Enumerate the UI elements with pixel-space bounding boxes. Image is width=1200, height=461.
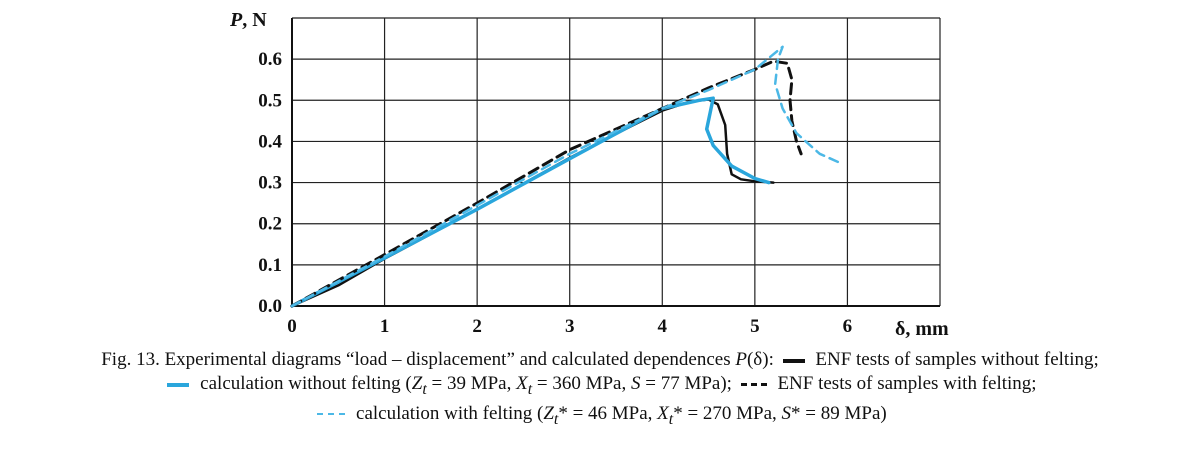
axes bbox=[291, 18, 940, 307]
legend-swatch-calc-without-felting bbox=[167, 382, 190, 387]
legend-swatch-enf-without-felting bbox=[782, 358, 805, 363]
series-line-2 bbox=[290, 96, 771, 308]
x-tick-label: 2 bbox=[472, 316, 482, 337]
y-tick-label: 0.1 bbox=[258, 255, 282, 276]
caption-line-1: Fig. 13. Experimental diagrams “load – d… bbox=[101, 349, 1099, 370]
series-line-1 bbox=[290, 98, 775, 308]
load-displacement-chart: 0 1 2 3 4 5 6 0.0 0.1 0.2 0.3 0.4 0.5 0.6 P, N δ, mm bbox=[229, 9, 949, 340]
x-tick-label: 0 bbox=[287, 316, 297, 337]
x-tick-label: 6 bbox=[843, 316, 853, 337]
caption-line-3: calculation with felting (Zt* = 46 MPa, … bbox=[0, 402, 1200, 432]
caption-line-2: calculation without felting (Zt = 39 MPa… bbox=[0, 372, 1200, 402]
x-tick-label: 1 bbox=[380, 316, 390, 337]
y-tick-label: 0.3 bbox=[258, 173, 282, 194]
y-tick-label: 0.4 bbox=[258, 131, 282, 152]
series-line-3 bbox=[290, 59, 803, 308]
x-tick-label: 3 bbox=[565, 316, 575, 337]
x-tick-label: 4 bbox=[658, 316, 668, 337]
y-tick-label: 0.5 bbox=[258, 90, 282, 111]
grid bbox=[292, 17, 941, 306]
series-lines bbox=[290, 45, 845, 308]
y-axis-label: P, N bbox=[229, 9, 267, 31]
x-axis-label: δ, mm bbox=[895, 318, 949, 340]
legend-swatch-calc-with-felting bbox=[317, 413, 346, 416]
y-tick-label: 0.0 bbox=[258, 296, 282, 317]
y-tick-label: 0.6 bbox=[258, 49, 282, 70]
figure-caption: Fig. 13. Experimental diagrams “load – d… bbox=[0, 348, 1200, 432]
tick-labels: 0 1 2 3 4 5 6 0.0 0.1 0.2 0.3 0.4 0.5 0.6 bbox=[258, 49, 852, 337]
legend-swatch-enf-with-felting bbox=[740, 383, 767, 387]
series-line-4 bbox=[290, 45, 845, 308]
y-tick-label: 0.2 bbox=[258, 214, 282, 235]
x-tick-label: 5 bbox=[750, 316, 760, 337]
